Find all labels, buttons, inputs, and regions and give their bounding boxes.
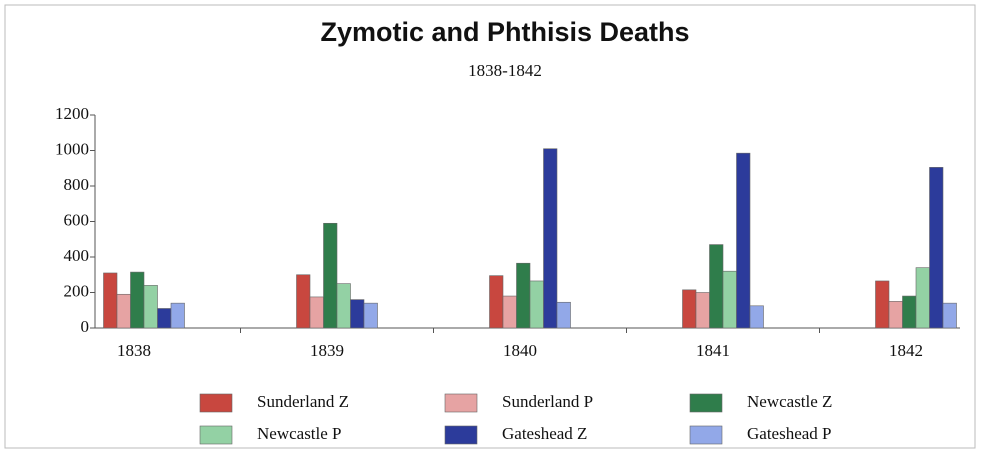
bar [682, 289, 697, 329]
legend-label: Gateshead P [747, 424, 832, 443]
legend-swatch [689, 425, 723, 445]
y-tick-label: 0 [81, 317, 90, 336]
x-tick-label: 1842 [889, 341, 923, 360]
bar [749, 305, 764, 329]
bar [736, 152, 751, 329]
y-tick-label: 800 [64, 175, 90, 194]
frame [4, 4, 976, 449]
bar [350, 299, 365, 329]
bar [489, 275, 504, 329]
bar [116, 293, 131, 329]
bar [902, 295, 917, 329]
bar [296, 274, 311, 329]
bar [502, 295, 517, 329]
bar [143, 285, 158, 329]
bar [543, 148, 558, 329]
bar [336, 283, 351, 329]
legend-swatch [444, 393, 478, 413]
x-tick-label: 1839 [310, 341, 344, 360]
bar [170, 302, 185, 329]
bar [875, 280, 890, 329]
x-tick-label: 1838 [117, 341, 151, 360]
bar [130, 271, 145, 329]
bar [556, 301, 571, 329]
x-tick-label: 1841 [696, 341, 730, 360]
bar [942, 302, 957, 329]
legend-label: Newcastle Z [747, 392, 832, 411]
legend-label: Sunderland Z [257, 392, 349, 411]
legend-label: Newcastle P [257, 424, 342, 443]
bar [103, 272, 118, 329]
bar [722, 270, 737, 329]
x-tick-label: 1840 [503, 341, 537, 360]
bar [695, 292, 710, 329]
bar [157, 308, 172, 329]
y-tick-label: 400 [64, 246, 90, 265]
chart-title: Zymotic and Phthisis Deaths [320, 17, 689, 47]
bar [309, 296, 324, 329]
legend-label: Gateshead Z [502, 424, 587, 443]
bar [363, 302, 378, 329]
bar [529, 280, 544, 329]
legend-swatch [444, 425, 478, 445]
bar [888, 301, 903, 329]
chart-subtitle: 1838-1842 [468, 61, 542, 80]
bar [516, 262, 531, 329]
y-tick-label: 1000 [55, 139, 89, 158]
y-tick-label: 600 [64, 210, 90, 229]
bar [323, 222, 338, 329]
bar [929, 167, 944, 329]
bar [915, 267, 930, 329]
legend-swatch [199, 393, 233, 413]
legend-label: Sunderland P [502, 392, 593, 411]
legend-swatch [689, 393, 723, 413]
legend-swatch [199, 425, 233, 445]
bar [709, 244, 724, 329]
y-tick-label: 200 [64, 281, 90, 300]
y-tick-label: 1200 [55, 104, 89, 123]
